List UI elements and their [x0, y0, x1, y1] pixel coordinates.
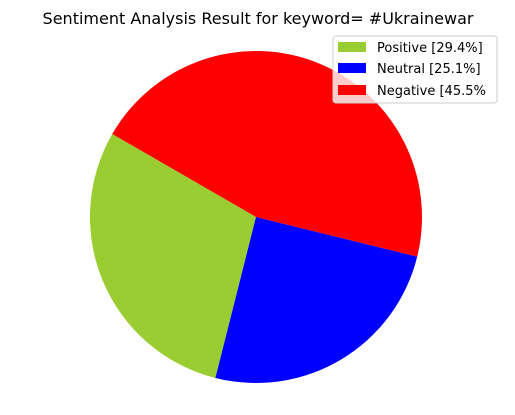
- chart-title: Sentiment Analysis Result for keyword= #…: [43, 9, 474, 28]
- legend-box: [332, 35, 498, 104]
- legend-label-neutral: Neutral [25.1%]: [377, 62, 481, 77]
- legend-swatch-negative: [338, 85, 366, 95]
- legend-swatch-neutral: [338, 63, 366, 73]
- legend-label-negative: Negative [45.5%: [377, 84, 486, 99]
- pie-slice-neutral: [215, 217, 418, 384]
- legend-label-positive: Positive [29.4%]: [377, 41, 483, 56]
- legend-swatch-positive: [338, 42, 366, 52]
- pie-slice-positive: [89, 134, 256, 378]
- legend: Positive [29.4%] Neutral [25.1%] Negativ…: [332, 35, 498, 104]
